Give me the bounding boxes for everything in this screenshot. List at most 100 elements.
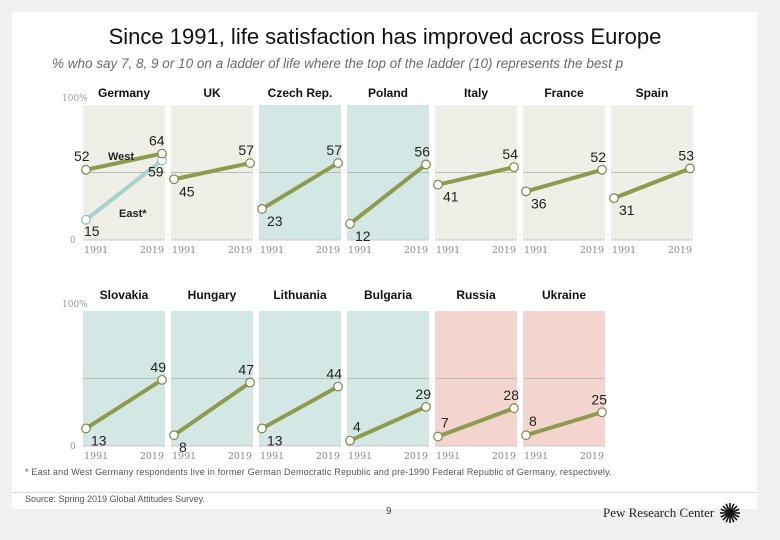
x-tick-1991: 1991 bbox=[524, 245, 548, 256]
x-tick-2019: 2019 bbox=[668, 245, 692, 256]
series-label-east: East* bbox=[119, 208, 147, 220]
value-label-spain-1991: 31 bbox=[619, 202, 635, 218]
value-label-russia-2019: 28 bbox=[503, 387, 519, 403]
series-line-lithuania bbox=[260, 384, 340, 431]
x-tick-1991: 1991 bbox=[260, 245, 284, 256]
x-tick-1991: 1991 bbox=[84, 451, 108, 462]
value-label-czech-rep-2019: 57 bbox=[326, 142, 342, 158]
value-label-germany-east-1991: 15 bbox=[84, 223, 100, 239]
value-label-lithuania-1991: 13 bbox=[267, 432, 283, 448]
x-tick-1991: 1991 bbox=[436, 451, 460, 462]
panel-title-italy: Italy bbox=[464, 86, 488, 100]
x-tick-2019: 2019 bbox=[404, 245, 428, 256]
series-line-czech-rep bbox=[260, 161, 340, 211]
data-point-czech-rep-2019 bbox=[333, 158, 343, 168]
data-point-italy-2019 bbox=[509, 162, 519, 173]
value-label-slovakia-2019: 49 bbox=[150, 359, 166, 375]
footer-divider bbox=[12, 492, 757, 493]
data-point-slovakia-1991 bbox=[81, 423, 91, 434]
x-tick-1991: 1991 bbox=[172, 245, 196, 256]
x-tick-2019: 2019 bbox=[316, 245, 340, 256]
data-point-russia-2019 bbox=[509, 403, 519, 414]
value-label-france-1991: 36 bbox=[531, 195, 547, 211]
data-point-spain-1991 bbox=[609, 193, 619, 204]
data-point-germany-2019 bbox=[157, 148, 167, 159]
value-label-italy-1991: 41 bbox=[443, 189, 459, 205]
value-label-italy-2019: 54 bbox=[502, 146, 518, 162]
data-point-poland-2019 bbox=[421, 159, 431, 170]
panel-title-czech-rep: Czech Rep. bbox=[268, 86, 333, 100]
chart-title: Since 1991, life satisfaction has improv… bbox=[108, 24, 662, 49]
value-label-germany-west-1991: 52 bbox=[74, 148, 90, 164]
data-point-bulgaria-1991 bbox=[345, 435, 355, 446]
data-point-czech-rep-1991 bbox=[257, 204, 267, 214]
value-label-hungary-2019: 47 bbox=[238, 362, 254, 378]
data-point-uk-2019 bbox=[245, 158, 255, 168]
x-tick-1991: 1991 bbox=[436, 245, 460, 256]
series-line-poland bbox=[348, 162, 428, 226]
value-label-uk-1991: 45 bbox=[179, 183, 195, 199]
x-tick-2019: 2019 bbox=[580, 451, 604, 462]
value-label-ukraine-1991: 8 bbox=[529, 413, 537, 429]
series-line-hungary bbox=[172, 380, 252, 438]
value-label-bulgaria-1991: 4 bbox=[353, 419, 361, 435]
panel-title-slovakia: Slovakia bbox=[100, 288, 149, 302]
x-tick-2019: 2019 bbox=[228, 451, 252, 462]
data-point-lithuania-1991 bbox=[257, 423, 267, 434]
x-tick-1991: 1991 bbox=[84, 245, 108, 256]
data-point-germany-1991 bbox=[81, 214, 91, 225]
x-tick-1991: 1991 bbox=[612, 245, 636, 256]
value-label-germany-east-2019: 59 bbox=[148, 163, 164, 179]
y-tick-0: 0 bbox=[70, 442, 76, 452]
pew-logo: Pew Research Center bbox=[603, 502, 741, 524]
x-tick-1991: 1991 bbox=[260, 451, 284, 462]
value-label-france-2019: 52 bbox=[590, 149, 606, 165]
value-label-ukraine-2019: 25 bbox=[591, 391, 607, 407]
logo-text: Pew Research Center bbox=[603, 505, 715, 520]
data-point-ukraine-1991 bbox=[521, 430, 531, 441]
series-line-bulgaria bbox=[348, 404, 428, 443]
series-line-russia bbox=[436, 406, 516, 439]
data-point-bulgaria-2019 bbox=[421, 401, 431, 412]
data-point-italy-1991 bbox=[433, 179, 443, 190]
panel-title-hungary: Hungary bbox=[188, 288, 237, 302]
value-label-russia-1991: 7 bbox=[441, 415, 449, 431]
series-line-uk bbox=[172, 161, 252, 182]
panel-title-russia: Russia bbox=[456, 288, 496, 302]
panel-title-france: France bbox=[544, 86, 584, 100]
data-point-france-1991 bbox=[521, 186, 531, 197]
data-point-russia-1991 bbox=[433, 431, 443, 442]
value-label-czech-rep-1991: 23 bbox=[267, 213, 283, 229]
series-line-germany-west bbox=[84, 151, 164, 172]
pew-sunburst-icon bbox=[720, 503, 741, 523]
data-point-hungary-2019 bbox=[245, 377, 255, 388]
panel-title-spain: Spain bbox=[636, 86, 669, 100]
panel-title-uk: UK bbox=[203, 86, 221, 100]
value-label-germany-west-2019: 64 bbox=[149, 133, 165, 149]
panel-title-ukraine: Ukraine bbox=[542, 288, 586, 302]
x-tick-2019: 2019 bbox=[140, 451, 164, 462]
x-tick-2019: 2019 bbox=[492, 451, 516, 462]
value-label-uk-2019: 57 bbox=[238, 142, 254, 158]
data-point-uk-1991 bbox=[169, 174, 179, 185]
footnote: * East and West Germany respondents live… bbox=[25, 467, 612, 477]
series-line-italy bbox=[436, 165, 516, 187]
series-line-france bbox=[524, 167, 604, 194]
value-label-poland-1991: 12 bbox=[355, 228, 371, 244]
value-label-hungary-1991: 8 bbox=[179, 439, 187, 455]
x-tick-2019: 2019 bbox=[140, 245, 164, 256]
x-tick-1991: 1991 bbox=[348, 451, 372, 462]
source-note: Source: Spring 2019 Global Attitudes Sur… bbox=[25, 494, 205, 504]
panel-title-bulgaria: Bulgaria bbox=[364, 288, 412, 302]
page-number: 9 bbox=[386, 506, 392, 517]
data-point-france-2019 bbox=[597, 164, 607, 175]
series-label-west: West bbox=[108, 151, 134, 163]
x-tick-2019: 2019 bbox=[580, 245, 604, 256]
data-point-ukraine-2019 bbox=[597, 407, 607, 418]
data-point-germany-1991 bbox=[81, 164, 91, 175]
data-point-poland-1991 bbox=[345, 218, 355, 229]
x-tick-1991: 1991 bbox=[348, 245, 372, 256]
value-label-slovakia-1991: 13 bbox=[91, 432, 107, 448]
x-tick-2019: 2019 bbox=[492, 245, 516, 256]
